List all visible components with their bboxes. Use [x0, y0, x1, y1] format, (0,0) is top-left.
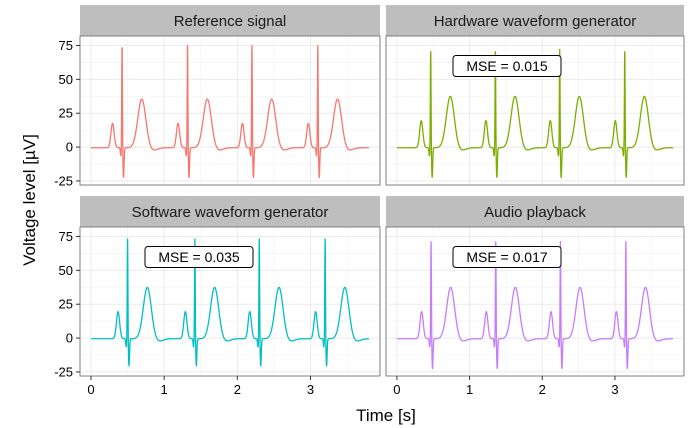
- mse-label-box: [144, 246, 254, 268]
- series-line-2: [396, 48, 674, 179]
- facet-strip: [80, 5, 380, 36]
- mse-label: MSE = 0.035: [158, 249, 240, 265]
- mse-label-box: [452, 246, 562, 268]
- facet-strip-label: Hardware waveform generator: [434, 13, 637, 30]
- series-line-3: [90, 238, 370, 367]
- mse-label: MSE = 0.017: [466, 249, 548, 265]
- y-tick-label: 50: [59, 263, 73, 278]
- facet-strip: [80, 196, 380, 227]
- facet-panel-3: Software waveform generator -25 0 25 50 75 0 1 2…: [54, 196, 381, 397]
- x-tick-label: 2: [539, 382, 546, 397]
- y-tick-label: -25: [54, 364, 73, 379]
- facet-panel-1: Reference signal -25 0 25 50 75: [54, 5, 381, 188]
- x-tick-label: 1: [161, 382, 168, 397]
- facet-panel-4: Audio playback 0 1 2 3 MSE = 0.017: [385, 196, 685, 397]
- y-tick-label: 0: [66, 140, 73, 155]
- mse-label: MSE = 0.015: [466, 58, 548, 74]
- y-tick-label: 0: [66, 331, 73, 346]
- facet-strip-label: Reference signal: [174, 13, 287, 30]
- x-tick-label: 0: [87, 382, 94, 397]
- series-line-4: [396, 241, 674, 370]
- x-tick-label: 0: [393, 382, 400, 397]
- y-tick-label: 25: [59, 106, 73, 121]
- panel-border: [385, 226, 685, 377]
- series-line-1: [90, 44, 370, 179]
- x-tick-label: 1: [466, 382, 473, 397]
- y-tick-label: 75: [59, 38, 73, 53]
- panel-background: [80, 36, 380, 185]
- facet-strip: [386, 5, 684, 36]
- x-tick-label: 3: [307, 382, 314, 397]
- x-tick-label: 3: [611, 382, 618, 397]
- mse-label-box: [452, 55, 562, 77]
- facet-panel-2: Hardware waveform generator MSE = 0.015: [385, 5, 685, 186]
- facet-panels: Reference signal -25 0 25 50 75 Hardware wavef…: [54, 5, 685, 397]
- facet-strip-label: Software waveform generator: [132, 204, 329, 221]
- panel-border: [385, 35, 685, 186]
- facet-strip-label: Audio playback: [484, 204, 586, 221]
- x-axis-title: Time [s]: [356, 406, 416, 425]
- panel-border: [79, 226, 381, 377]
- y-tick-label: 75: [59, 229, 73, 244]
- y-axis-title: Voltage level [µV]: [20, 134, 39, 266]
- facet-strip: [386, 196, 684, 227]
- y-tick-label: 50: [59, 72, 73, 87]
- x-tick-label: 2: [234, 382, 241, 397]
- y-tick-label: -25: [54, 173, 73, 188]
- y-axis-title-group: Voltage level [µV]: [20, 134, 39, 266]
- panel-border: [79, 35, 381, 186]
- y-tick-label: 25: [59, 297, 73, 312]
